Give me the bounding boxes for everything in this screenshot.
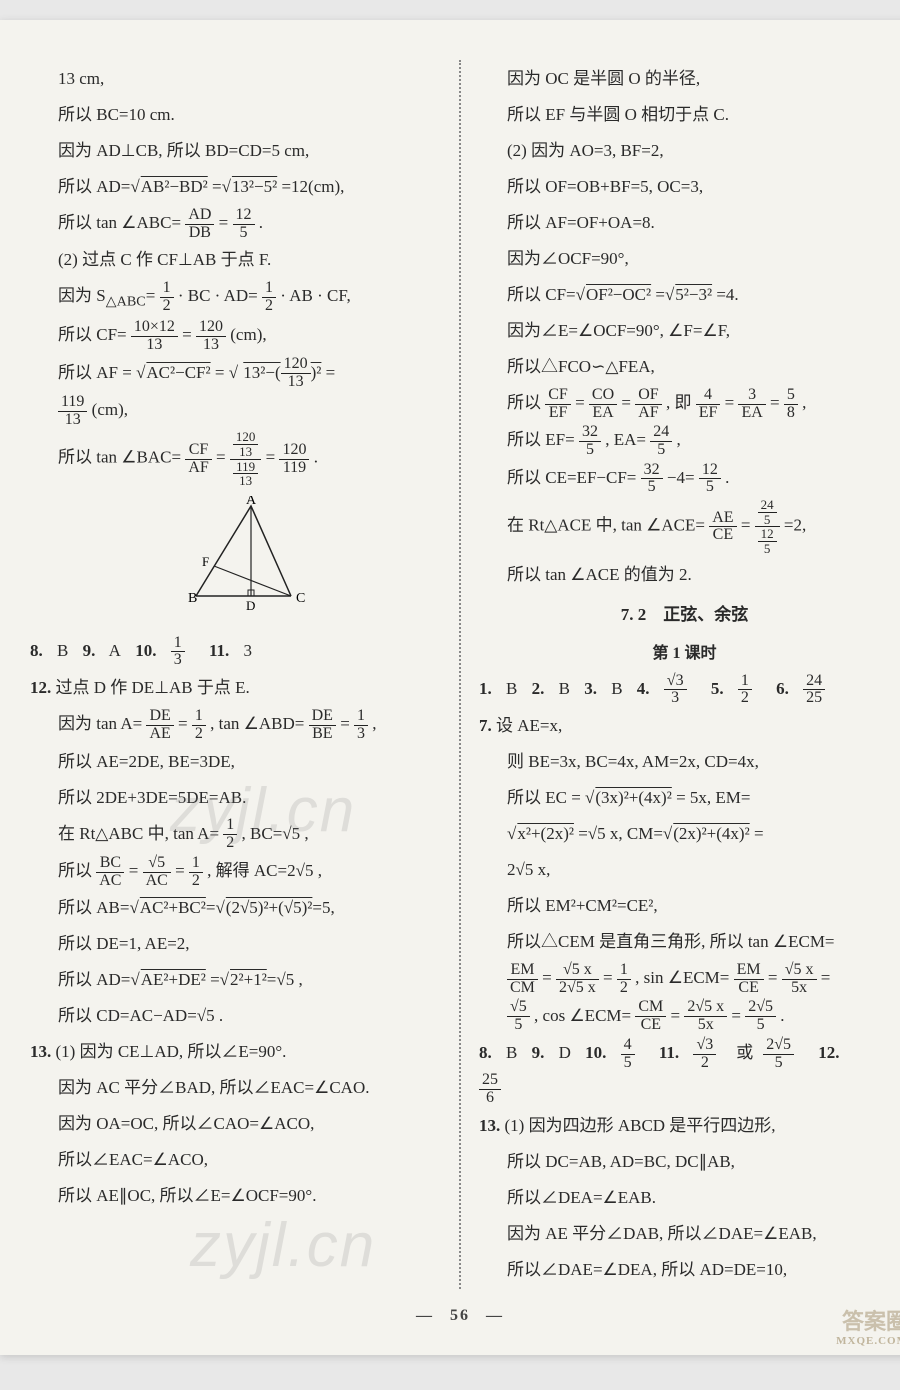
text-line: √x²+(2x)² =√5 x, CM=√(2x)²+(4x)² = (479, 817, 890, 851)
triangle-diagram: A B C D F (60, 496, 441, 628)
text-line: 13 cm, (30, 62, 441, 96)
text-line: 因为∠OCF=90°, (479, 242, 890, 276)
text-line: 所以 tan ∠ACE 的值为 2. (479, 558, 890, 592)
text-line: 所以 AF = √AC²−CF² = √ 13²−(12013)² = (30, 356, 441, 391)
text-line: 因为 S△ABC= 12 · BC · AD= 12 · AB · CF, (30, 279, 441, 316)
answers-row: 1. B 2. B 3. B 4. √33 5. 12 6. 2425 (479, 672, 890, 707)
svg-text:B: B (188, 591, 197, 606)
q13: 13. (1) 因为 CE⊥AD, 所以∠E=90°. (30, 1035, 441, 1069)
text-line: 所以 CF= 10×1213 = 12013 (cm), (30, 318, 441, 353)
text-line: 所以 BCAC = √5AC = 12 , 解得 AC=2√5 , (30, 854, 441, 889)
svg-text:C: C (296, 591, 305, 606)
text-line: 所以∠DAE=∠DEA, 所以 AD=DE=10, (479, 1253, 890, 1287)
text-line: 所以 OF=OB+BF=5, OC=3, (479, 170, 890, 204)
text-line: 因为∠E=∠OCF=90°, ∠F=∠F, (479, 314, 890, 348)
text-line: 2√5 x, (479, 853, 890, 887)
badge-main: 答案圈 (842, 1309, 900, 1334)
text-line: 所以△FCO∽△FEA, (479, 350, 890, 384)
svg-text:A: A (245, 496, 256, 508)
text-line: (2) 因为 AO=3, BF=2, (479, 134, 890, 168)
text-line: 则 BE=3x, BC=4x, AM=2x, CD=4x, (479, 745, 890, 779)
text-line: 所以 EF 与半圆 O 相切于点 C. (479, 98, 890, 132)
q12: 12. 过点 D 作 DE⊥AB 于点 E. (30, 671, 441, 705)
text-line: 在 Rt△ABC 中, tan A= 12 , BC=√5 , (30, 817, 441, 852)
text-line: 所以 AB=√AC²+BC²=√(2√5)²+(√5)²=5, (30, 891, 441, 925)
text-line: 因为 OA=OC, 所以∠CAO=∠ACO, (30, 1107, 441, 1141)
section-title: 7. 2 正弦、余弦 (479, 598, 890, 632)
text-line: 所以 DE=1, AE=2, (30, 927, 441, 961)
q7: 7. 设 AE=x, (479, 709, 890, 743)
text-line: 因为 AE 平分∠DAB, 所以∠DAE=∠EAB, (479, 1217, 890, 1251)
text-line: 所以△CEM 是直角三角形, 所以 tan ∠ECM= (479, 925, 890, 959)
text-line: 因为 AC 平分∠BAD, 所以∠EAC=∠CAO. (30, 1071, 441, 1105)
text-line: 所以 2DE+3DE=5DE=AB. (30, 781, 441, 815)
text-line: 因为 AD⊥CB, 所以 BD=CD=5 cm, (30, 134, 441, 168)
badge-sub: MXQE.COM (836, 1335, 900, 1347)
text-line: 所以 BC=10 cm. (30, 98, 441, 132)
sub-title: 第 1 课时 (479, 638, 890, 670)
q13: 13. (1) 因为四边形 ABCD 是平行四边形, (479, 1109, 890, 1143)
text-line: 所以 CFEF = COEA = OFAF , 即 4EF = 3EA = 58… (479, 386, 890, 421)
text-line: 所以∠DEA=∠EAB. (479, 1181, 890, 1215)
answers-row: 8. B 9. A 10. 13 11. 3 (30, 634, 441, 669)
page: zyjl.cn zyjl.cn 13 cm, 所以 BC=10 cm. 因为 A… (0, 20, 900, 1355)
text-line: 所以 AE=2DE, BE=3DE, (30, 745, 441, 779)
text-line: 所以 AE∥OC, 所以∠E=∠OCF=90°. (30, 1179, 441, 1213)
text-line: 因为 OC 是半圆 O 的半径, (479, 62, 890, 96)
text-line: 所以 tan ∠BAC= CFAF = 12013 11913 = 120119… (30, 430, 441, 488)
columns: 13 cm, 所以 BC=10 cm. 因为 AD⊥CB, 所以 BD=CD=5… (30, 60, 890, 1289)
text-line: 所以 CD=AC−AD=√5 . (30, 999, 441, 1033)
text-line: 所以 EM²+CM²=CE², (479, 889, 890, 923)
page-number: 56 (450, 1307, 470, 1324)
text-line: (2) 过点 C 作 CF⊥AB 于点 F. (30, 243, 441, 277)
corner-badge: 答案圈 MXQE.COM (836, 1310, 900, 1346)
svg-text:F: F (202, 554, 209, 569)
text-line: 所以 CE=EF−CF= 325 −4= 125 . (479, 461, 890, 496)
text-line: EMCM = √5 x2√5 x = 12 , sin ∠ECM= EMCE =… (479, 961, 890, 996)
text-line: 所以 DC=AB, AD=BC, DC∥AB, (479, 1145, 890, 1179)
text-line: √55 , cos ∠ECM= CMCE = 2√5 x5x = 2√55 . (479, 999, 890, 1034)
svg-text:D: D (246, 598, 255, 613)
text-line: 所以 tan ∠ABC= ADDB = 125 . (30, 206, 441, 241)
text-line: 在 Rt△ACE 中, tan ∠ACE= AECE = 245 125 =2, (479, 498, 890, 556)
page-footer: — 56 — (30, 1307, 890, 1325)
text-line: 所以 EF= 325 , EA= 245 , (479, 423, 890, 458)
left-column: 13 cm, 所以 BC=10 cm. 因为 AD⊥CB, 所以 BD=CD=5… (30, 60, 459, 1289)
text-line: 所以 AD=√AE²+DE² =√2²+1²=√5 , (30, 963, 441, 997)
text-line: 所以 EC = √(3x)²+(4x)² = 5x, EM= (479, 781, 890, 815)
text-line: 所以 CF=√OF²−OC² =√5²−3² =4. (479, 278, 890, 312)
text-line: 所以∠EAC=∠ACO, (30, 1143, 441, 1177)
text-line: 因为 tan A= DEAE = 12 , tan ∠ABD= DEBE = 1… (30, 707, 441, 742)
text-line: 所以 AF=OF+OA=8. (479, 206, 890, 240)
text-line: 11913 (cm), (30, 393, 441, 428)
answers-row: 8. B 9. D 10. 45 11. √32或2√55 12. 256 (479, 1036, 890, 1107)
text-line: 所以 AD=√AB²−BD² =√13²−5² =12(cm), (30, 170, 441, 204)
right-column: 因为 OC 是半圆 O 的半径, 所以 EF 与半圆 O 相切于点 C. (2)… (461, 60, 890, 1289)
